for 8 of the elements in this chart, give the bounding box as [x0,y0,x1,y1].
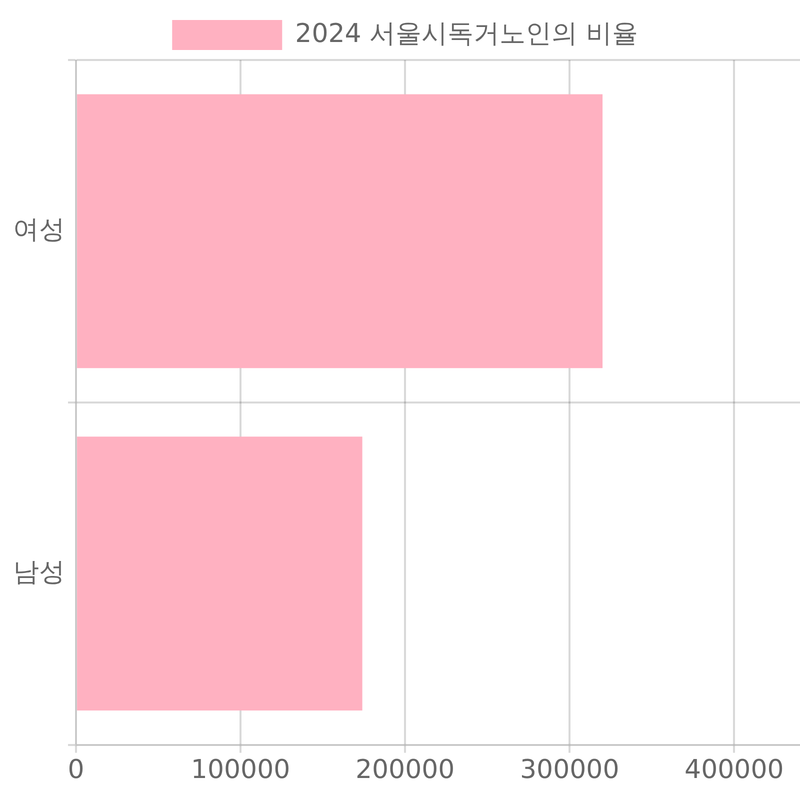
x-tick-label: 100000 [190,755,290,786]
x-tick-label: 400000 [684,755,784,786]
x-tick-label: 200000 [355,755,455,786]
y-tick-label: 남성 [13,557,65,588]
x-tick-label: 0 [68,755,84,786]
x-tick-label: 300000 [520,755,620,786]
legend-label: 2024 서울시독거노인의 비율 [295,18,638,49]
y-tick-label: 여성 [13,214,65,245]
